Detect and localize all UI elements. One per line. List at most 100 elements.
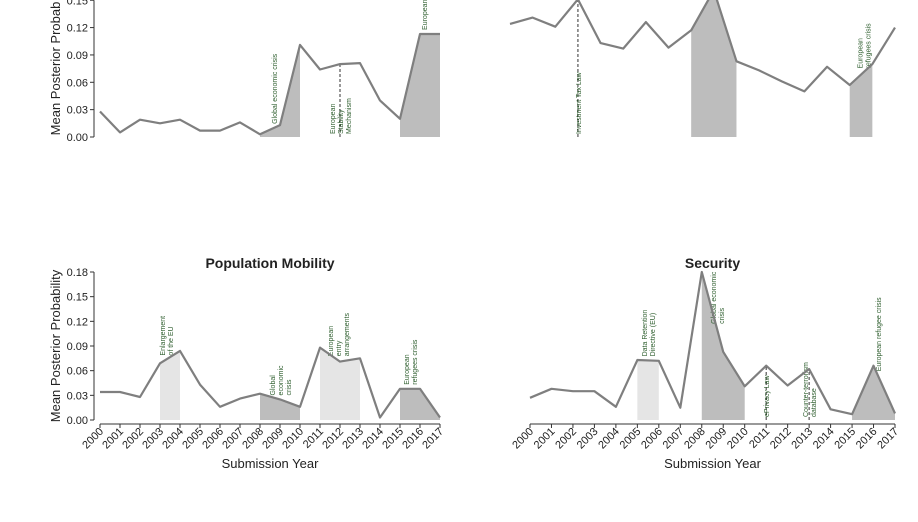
event-label: database <box>811 388 818 417</box>
x-tick-label: 2013 <box>340 426 366 452</box>
x-tick-label: 2011 <box>747 426 772 451</box>
shaded-area <box>400 33 440 137</box>
panel-population-mobility: Enlargement of the EU Global economic crisis… <box>48 255 446 471</box>
x-tick-label: 2007 <box>220 426 246 452</box>
event-label: refugees crisis <box>412 339 419 385</box>
event-label: Global <box>270 375 277 396</box>
y-tick-label: 0.15 <box>67 292 88 304</box>
event-label: Stability <box>338 109 345 134</box>
event-label: arrangements <box>344 313 351 357</box>
shaded-area <box>691 0 737 137</box>
panel-top-right: Investment Tax LawGlobal economic crisis… <box>509 0 896 137</box>
x-tick-label: 2009 <box>704 426 730 452</box>
x-tick-label: 2000 <box>510 426 536 452</box>
x-tick-label: 2001 <box>100 426 126 452</box>
event-label: Directive (EU) <box>650 313 657 357</box>
shaded-area <box>260 44 300 137</box>
x-tick-label: 2006 <box>200 426 226 452</box>
panel-top-left: Global economic crisis European Stability M… <box>48 0 440 144</box>
y-tick-label: 0.09 <box>67 50 88 62</box>
shaded-area <box>320 347 360 420</box>
x-tick-label: 2006 <box>639 426 665 452</box>
x-tick-label: 2003 <box>575 426 601 452</box>
shaded-area <box>849 64 873 137</box>
x-tick-label: 2010 <box>280 426 306 452</box>
x-tick-label: 2004 <box>596 426 622 452</box>
x-tick-label: 2005 <box>618 426 644 452</box>
series-line <box>529 270 897 416</box>
shaded-area <box>852 365 895 420</box>
x-tick-label: 2012 <box>320 426 346 452</box>
x-tick-label: 2004 <box>160 426 186 452</box>
event-label: ePrivacy Law <box>764 374 771 417</box>
shaded-area <box>160 350 180 420</box>
event-label: Global economic <box>711 271 718 324</box>
x-tick-label: 2017 <box>875 426 901 452</box>
event-label: Global economic crisis <box>272 53 279 124</box>
y-tick-label: 0.03 <box>67 390 88 402</box>
y-tick-label: 0.00 <box>67 415 88 427</box>
event-label: European refugee crisis <box>876 297 883 371</box>
x-tick-label: 2007 <box>661 426 687 452</box>
event-label: Data Retention <box>642 310 649 357</box>
y-tick-label: 0.12 <box>67 23 88 35</box>
event-label: Mechanism <box>346 98 353 134</box>
x-tick-label: 2015 <box>832 426 858 452</box>
shaded-area <box>701 272 745 420</box>
x-tick-label: 2002 <box>120 426 146 452</box>
shaded-area <box>637 359 659 420</box>
x-tick-label: 2008 <box>240 426 266 452</box>
x-tick-label: 2011 <box>301 426 326 451</box>
y-tick-label: 0.03 <box>67 105 88 117</box>
y-axis-title: Mean Posterior Probability <box>48 269 63 422</box>
event-label: Counter-terrorism <box>803 362 810 417</box>
event-label: European <box>328 326 335 356</box>
event-label: European <box>330 104 337 134</box>
x-tick-label: 2005 <box>180 426 206 452</box>
x-tick-label: 2014 <box>811 426 837 452</box>
series-line <box>99 32 440 136</box>
y-tick-label: 0.00 <box>67 132 88 144</box>
event-label: of the EU <box>168 326 175 355</box>
y-tick-label: 0.15 <box>67 0 88 7</box>
event-label: refugees crisis <box>865 23 872 69</box>
event-label: European <box>857 38 864 68</box>
panel-title: Security <box>685 255 740 271</box>
y-tick-label: 0.09 <box>67 341 88 353</box>
shaded-area <box>260 393 300 420</box>
x-tick-label: 2014 <box>360 426 386 452</box>
event-label: Investment Tax Law <box>576 71 583 134</box>
series-line <box>100 346 441 419</box>
y-tick-label: 0.06 <box>67 77 88 89</box>
x-tick-label: 2017 <box>420 426 446 452</box>
event-label: European refugee crisis <box>422 0 429 30</box>
series-line <box>509 0 896 93</box>
x-tick-label: 2001 <box>532 426 558 452</box>
x-axis-title: Submission Year <box>664 456 762 471</box>
x-tick-label: 2000 <box>80 426 106 452</box>
x-tick-label: 2013 <box>789 426 815 452</box>
event-label: crisis <box>286 379 293 395</box>
x-tick-label: 2016 <box>854 426 880 452</box>
event-label: entry <box>336 340 343 356</box>
y-axis-title: Mean Posterior Probab <box>48 2 63 136</box>
panel-title: Population Mobility <box>205 255 334 271</box>
x-axis-title: Submission Year <box>222 456 320 471</box>
x-tick-label: 2016 <box>400 426 426 452</box>
x-tick-label: 2008 <box>682 426 708 452</box>
x-tick-label: 2015 <box>380 426 406 452</box>
x-tick-label: 2010 <box>725 426 751 452</box>
shaded-area <box>400 388 440 420</box>
y-tick-label: 0.12 <box>67 316 88 328</box>
event-label: crisis <box>719 307 726 323</box>
x-tick-label: 2009 <box>260 426 286 452</box>
x-tick-label: 2012 <box>768 426 794 452</box>
y-tick-label: 0.18 <box>67 267 88 279</box>
x-tick-label: 2003 <box>140 426 166 452</box>
event-label: Enlargement <box>160 316 167 356</box>
y-tick-label: 0.06 <box>67 366 88 378</box>
x-tick-label: 2002 <box>553 426 579 452</box>
panel-security: Data Retention Directive (EU) Global econo… <box>510 255 901 471</box>
